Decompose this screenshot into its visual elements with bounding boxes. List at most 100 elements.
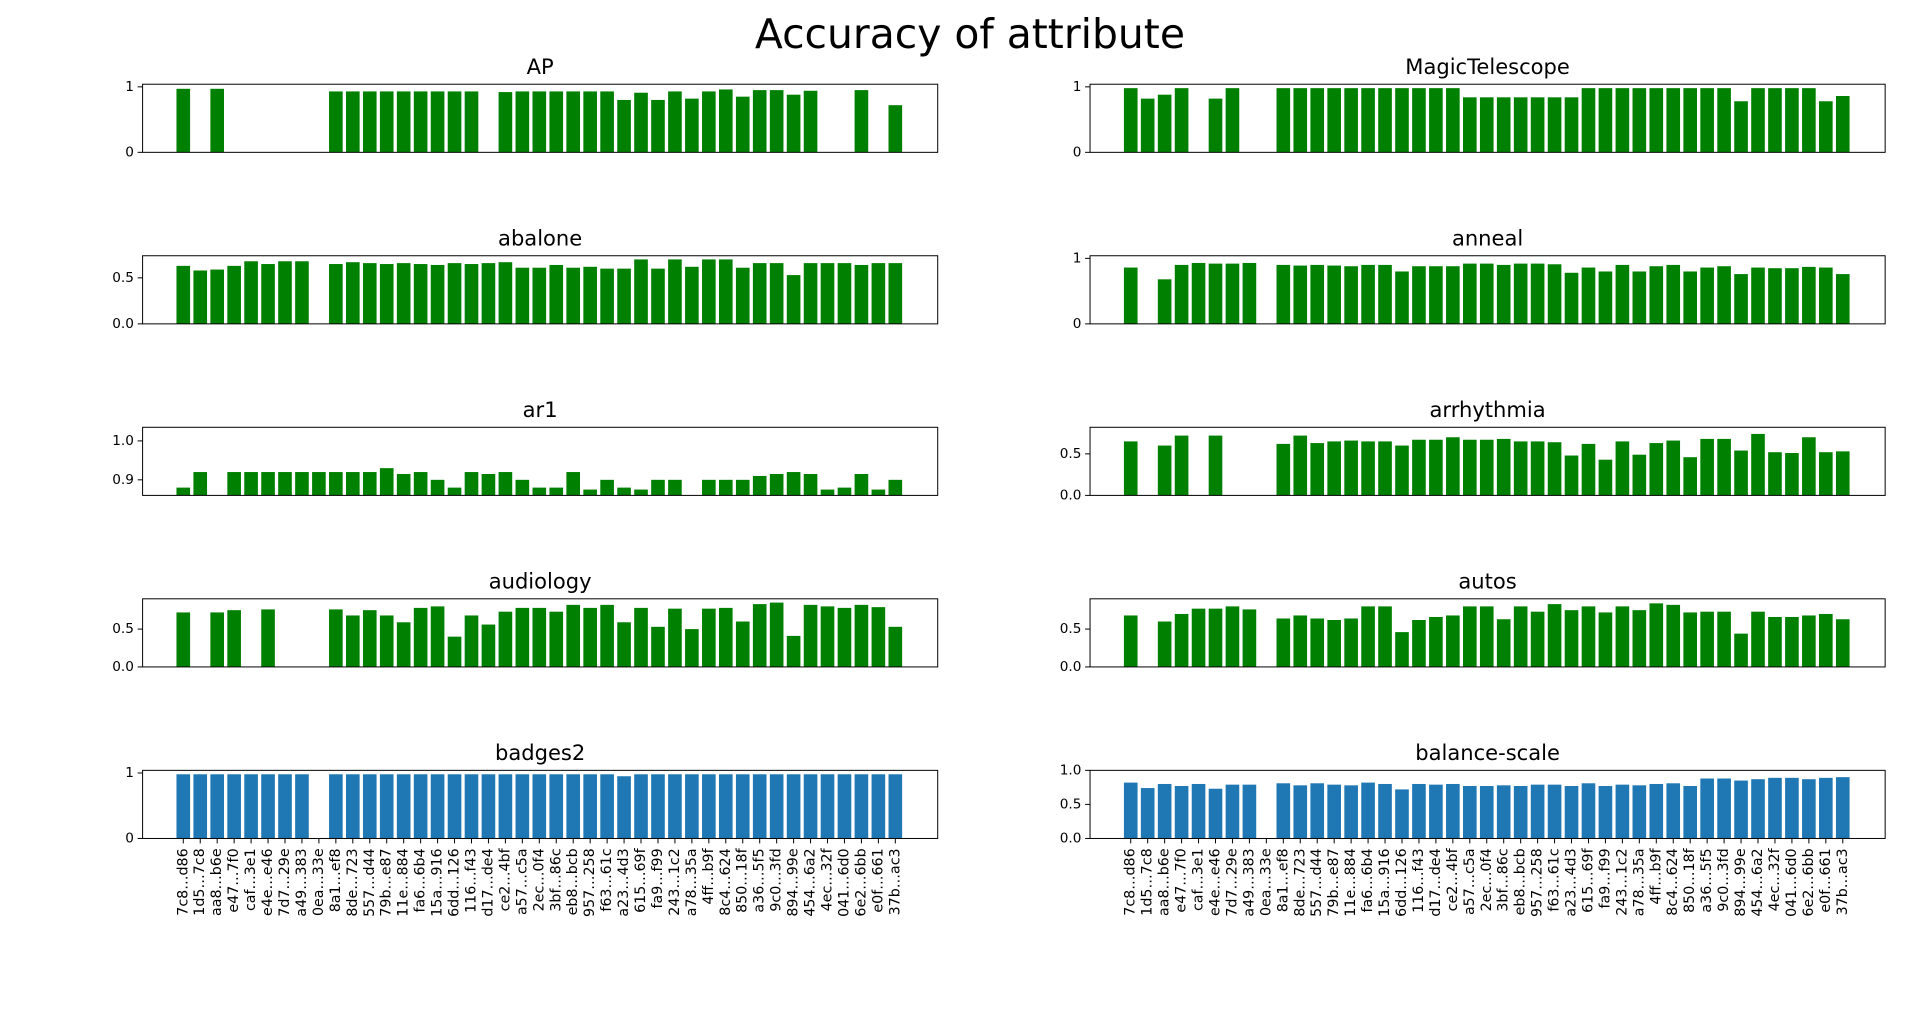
bar [1174, 264, 1189, 324]
bar [532, 774, 547, 839]
bar [362, 263, 377, 324]
bar [515, 91, 530, 153]
bar [1293, 265, 1308, 324]
x-tick-label: a49…383 [294, 848, 310, 916]
bar [227, 610, 241, 667]
bar [668, 774, 682, 839]
x-tick-label: f63…61c [599, 848, 615, 911]
x-tick-label: 894…99e [786, 848, 802, 916]
bar [769, 90, 784, 153]
bar [1412, 783, 1426, 839]
bar [634, 92, 648, 153]
x-tick-label: 8c4…624 [718, 848, 734, 915]
y-tick-label: 0.5 [1060, 621, 1082, 637]
bar [786, 774, 801, 839]
x-tick-label: e4e…e46 [1207, 848, 1223, 916]
bar [379, 264, 394, 324]
subplot-title: ar1 [523, 397, 558, 422]
bar [210, 269, 224, 324]
bar [1446, 437, 1460, 496]
bar [1547, 604, 1562, 667]
bar [481, 473, 496, 496]
bar [1361, 441, 1375, 496]
bar [668, 608, 682, 667]
bar [685, 629, 699, 667]
bar [362, 91, 377, 153]
bar [1581, 443, 1596, 496]
bar [346, 262, 360, 324]
x-tick-label: d17…de4 [480, 848, 496, 916]
bar [837, 487, 852, 496]
bar [1700, 438, 1714, 496]
bar [1208, 435, 1223, 496]
bar [1174, 613, 1189, 667]
bar [888, 626, 903, 667]
x-tick-label: 37b…ac3 [887, 848, 903, 915]
bar [1412, 266, 1426, 324]
bar [1327, 784, 1341, 839]
bar [1802, 615, 1816, 667]
bar [1768, 88, 1782, 153]
bar [413, 607, 428, 667]
bar [1700, 88, 1714, 153]
x-tick-label: e0f…661 [1818, 848, 1834, 912]
bar [1395, 789, 1409, 839]
bar [1530, 784, 1545, 839]
bar [176, 487, 191, 496]
bar [193, 270, 208, 324]
bar [1123, 441, 1138, 496]
bar [1700, 611, 1714, 667]
bar [1683, 786, 1698, 839]
bar [1378, 441, 1392, 496]
bar [1819, 452, 1833, 496]
bar [1344, 440, 1358, 496]
bar [1751, 779, 1765, 839]
x-tick-label: a36…5f5 [752, 848, 768, 912]
x-tick-label: a23…4d3 [616, 848, 632, 916]
bar [1819, 101, 1833, 153]
x-tick-label: 894…99e [1733, 848, 1749, 916]
bar [1140, 788, 1155, 839]
bar [1785, 453, 1799, 496]
bar [1819, 267, 1833, 324]
bar [515, 267, 530, 324]
y-tick-label: 0 [1073, 316, 1082, 332]
bar [1496, 264, 1511, 324]
bar [685, 774, 699, 839]
y-tick-label: 0.5 [1060, 796, 1082, 812]
bar [1174, 88, 1189, 153]
x-tick-label: fa9…f99 [650, 848, 666, 908]
figure-title: Accuracy of attribute [755, 10, 1185, 58]
x-tick-label: 8a1…ef8 [1275, 848, 1291, 912]
bar [549, 611, 564, 667]
bar [871, 489, 886, 496]
x-tick-label: 0ea…33e [311, 848, 327, 916]
bar [1513, 97, 1528, 153]
bar [854, 264, 869, 324]
bar [1395, 271, 1409, 324]
bar [1276, 618, 1291, 667]
bar [1191, 608, 1206, 667]
subplot-title: anneal [1452, 226, 1523, 251]
bar [1598, 459, 1613, 496]
x-tick-label: 9c0…3fd [769, 848, 785, 911]
bar [702, 774, 716, 839]
bar [1802, 266, 1816, 324]
bar [1496, 438, 1511, 496]
y-tick-label: 0 [1073, 144, 1082, 160]
x-tick-label: 6dd…126 [447, 848, 463, 917]
bar [1717, 778, 1731, 839]
bar [1378, 264, 1392, 324]
x-tick-label: 041…6d0 [1784, 848, 1800, 917]
bar [396, 622, 411, 667]
bar [1513, 441, 1528, 496]
bar [1615, 606, 1630, 667]
bar [1683, 457, 1698, 496]
x-tick-label: 8a1…ef8 [328, 848, 344, 912]
bar [583, 607, 597, 667]
bar [1293, 615, 1308, 667]
bar [227, 774, 241, 839]
x-tick-label: 850…18f [735, 847, 751, 913]
bar [1123, 615, 1138, 667]
bar [1835, 777, 1850, 839]
